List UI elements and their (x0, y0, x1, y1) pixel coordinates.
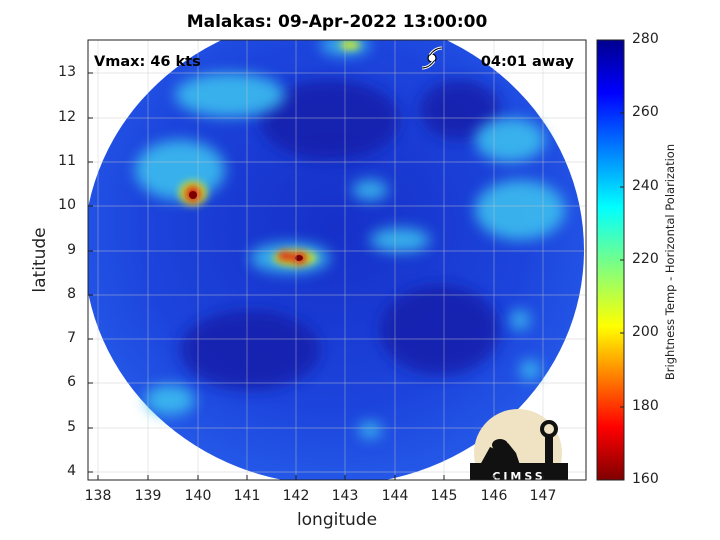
x-tick-marks (97, 475, 544, 480)
colorbar-ticks (620, 112, 624, 408)
x-tick-label: 143 (331, 488, 359, 504)
x-tick-label: 142 (282, 488, 310, 504)
x-tick-label: 140 (184, 488, 212, 504)
colorbar-tick-label: 280 (632, 31, 659, 47)
x-tick-label: 144 (381, 488, 409, 504)
colorbar-tick-label: 200 (632, 324, 659, 340)
x-tick-label: 146 (480, 488, 508, 504)
convective-core-darkred (189, 191, 303, 261)
y-axis-label: latitude (30, 227, 50, 293)
colorbar (596, 39, 625, 481)
colorbar-tick-label: 180 (632, 398, 659, 414)
colorbar-label: Brightness Temp - Horizontal Polarizatio… (663, 143, 677, 381)
colorbar-tick-label: 220 (632, 251, 659, 267)
cimss-logo-text: CIMSS (492, 470, 545, 483)
y-tick-label: 12 (58, 109, 76, 125)
figure-title: Malakas: 09-Apr-2022 13:00:00 (186, 12, 488, 32)
vmax-label: Vmax: 46 kts (94, 54, 201, 70)
x-tick-label: 139 (134, 488, 162, 504)
time-away-label: 04:01 away (480, 54, 574, 70)
x-tick-label: 138 (84, 488, 112, 504)
axes-frame (87, 39, 587, 481)
colorbar-tick-label: 160 (632, 471, 659, 487)
x-tick-label: 145 (430, 488, 458, 504)
y-tick-label: 4 (67, 463, 76, 479)
cold-cloud-deep (180, 80, 500, 390)
y-tick-label: 7 (67, 330, 76, 346)
y-tick-label: 6 (67, 374, 76, 390)
x-tick-label: 147 (529, 488, 557, 504)
colorbar-tick-label: 240 (632, 178, 659, 194)
y-tick-label: 11 (58, 153, 76, 169)
y-tick-label: 13 (58, 64, 76, 80)
cimss-logo: CIMSS (470, 409, 568, 483)
colorbar-tick-label: 260 (632, 104, 659, 120)
tropical-storm-icon (421, 46, 443, 70)
grid-lines (88, 40, 586, 480)
y-tick-marks (88, 72, 93, 473)
y-tick-label: 5 (67, 419, 76, 435)
x-axis-label: longitude (296, 510, 378, 530)
y-tick-label: 9 (67, 242, 76, 258)
x-tick-label: 141 (233, 488, 261, 504)
y-tick-label: 8 (67, 286, 76, 302)
y-tick-label: 10 (58, 197, 76, 213)
